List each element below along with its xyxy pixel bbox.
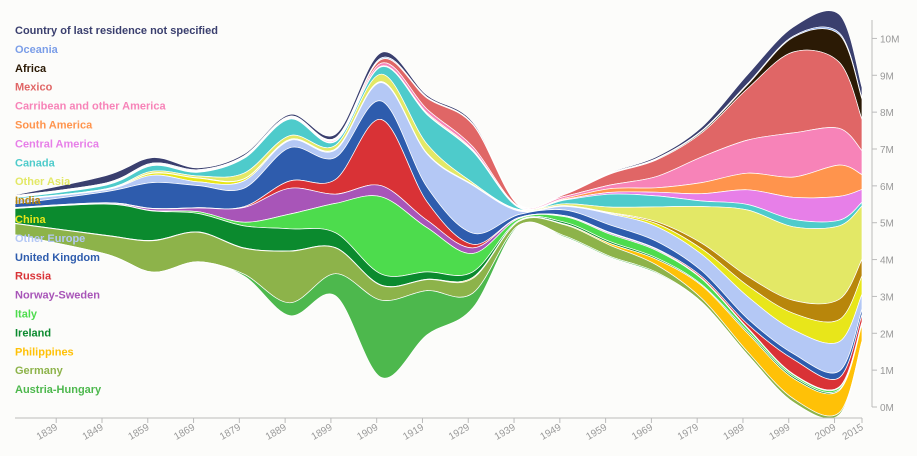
x-tick-label: 1889: [264, 422, 289, 443]
y-tick-label: 6M: [880, 182, 894, 193]
y-tick-label: 7M: [880, 145, 894, 156]
legend-central-america[interactable]: Central America: [15, 138, 100, 150]
x-tick-label: 1939: [493, 422, 518, 443]
x-tick-label: 1979: [676, 422, 701, 443]
x-tick-label: 1839: [35, 422, 60, 443]
x-tick-label: 1949: [539, 422, 564, 443]
legend-austria-hungary[interactable]: Austria-Hungary: [15, 384, 102, 396]
x-tick-label: 1869: [172, 422, 197, 443]
y-tick-label: 3M: [880, 292, 894, 303]
x-tick-label: 1999: [767, 422, 792, 443]
stream-austria-hungary: [14, 221, 863, 420]
x-tick-label: 1909: [355, 422, 380, 443]
x-tick-label: 2009: [813, 422, 838, 443]
x-tick-label: 1859: [127, 422, 152, 443]
x-tick-label: 1899: [310, 422, 335, 443]
x-tick-label: 1959: [584, 422, 609, 443]
legend-china[interactable]: China: [15, 214, 46, 226]
legend-norway-sweden[interactable]: Norway-Sweden: [15, 290, 100, 302]
legend-country-of-last-residence-not-specified[interactable]: Country of last residence not specified: [15, 25, 218, 37]
y-tick-label: 2M: [880, 329, 894, 340]
x-tick-label: 2015: [841, 422, 866, 443]
x-tick-label: 1989: [722, 422, 747, 443]
legend-south-america[interactable]: South America: [15, 120, 93, 132]
legend-canada[interactable]: Canada: [15, 157, 56, 169]
x-tick-label: 1919: [401, 422, 426, 443]
legend-carribean-and-other-america[interactable]: Carribean and other America: [15, 101, 166, 113]
legend-united-kingdom[interactable]: United Kingdom: [15, 252, 100, 264]
legend-oceania[interactable]: Oceania: [15, 44, 59, 56]
y-tick-label: 4M: [880, 256, 894, 267]
y-tick-label: 5M: [880, 219, 894, 230]
x-tick-label: 1929: [447, 422, 472, 443]
stream-layers: [14, 10, 863, 420]
legend: Country of last residence not specified O…: [15, 25, 218, 396]
legend-philippines[interactable]: Philippines: [15, 346, 74, 358]
y-tick-label: 0M: [880, 403, 894, 414]
y-tick-label: 10M: [880, 34, 899, 45]
x-tick-label: 1969: [630, 422, 655, 443]
legend-india[interactable]: India: [15, 195, 42, 207]
x-tick-label: 1849: [81, 422, 106, 443]
y-tick-label: 9M: [880, 71, 894, 82]
y-tick-label: 8M: [880, 108, 894, 119]
legend-other-europe[interactable]: Other Europe: [15, 233, 85, 245]
x-axis: 1839 1849 1859 1869 1879 1889 1899 1909 1919 1929…: [15, 417, 866, 443]
x-tick-label: 1879: [218, 422, 243, 443]
legend-russia[interactable]: Russia: [15, 271, 52, 283]
legend-africa[interactable]: Africa: [15, 63, 47, 75]
legend-mexico[interactable]: Mexico: [15, 82, 53, 94]
y-axis: 0M 1M 2M 3M 4M 5M 6M 7M 8M 9M 10M: [871, 20, 899, 414]
legend-other-asia[interactable]: Other Asia: [15, 176, 71, 188]
legend-italy[interactable]: Italy: [15, 309, 38, 321]
y-tick-label: 1M: [880, 366, 894, 377]
legend-ireland[interactable]: Ireland: [15, 327, 51, 339]
legend-germany[interactable]: Germany: [15, 365, 64, 377]
